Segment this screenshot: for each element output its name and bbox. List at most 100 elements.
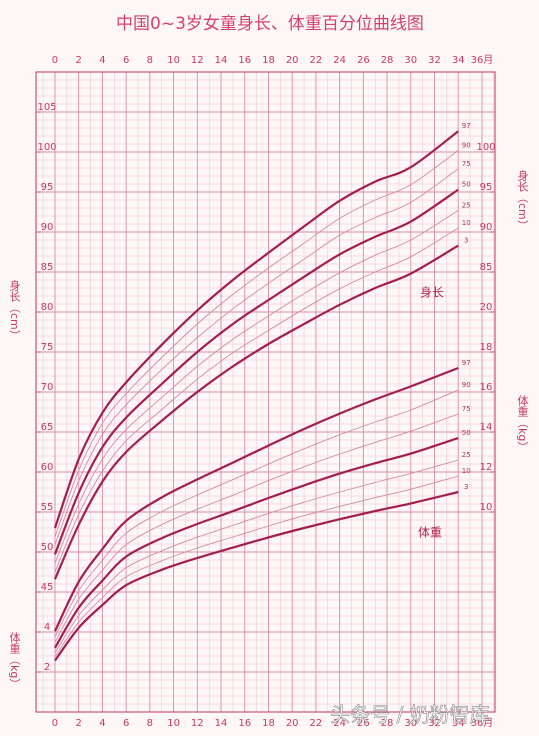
x-tick-label: 32: [428, 718, 441, 729]
y-tick-label: 4: [44, 622, 50, 633]
x-tick-label: 16: [238, 718, 251, 729]
legend-label: 50: [462, 181, 471, 189]
x-tick-label: 20: [286, 718, 299, 729]
legend-label: 97: [462, 122, 471, 130]
x-tick-label: 36月: [471, 717, 494, 729]
y-tick-label: 60: [41, 462, 54, 473]
x-tick-label: 34: [452, 55, 465, 66]
x-tick-label: 26: [357, 718, 370, 729]
x-tick-label: 30: [404, 55, 417, 66]
y-tick-label: 75: [41, 342, 54, 353]
watermark: 头条号 / 奶粉智库: [330, 703, 489, 727]
x-tick-label: 4: [99, 55, 105, 66]
x-tick-label: 12: [191, 55, 204, 66]
y-tick-label: 70: [41, 382, 54, 393]
y-tick-label: 105: [37, 102, 56, 113]
y-axis-title: 身长（cm）: [8, 279, 21, 341]
y-tick-label: 45: [41, 582, 54, 593]
percentile-curve: [54, 436, 459, 649]
y-tick-label: 95: [41, 182, 54, 193]
y-axis-title: 身长（cm）: [516, 169, 529, 231]
percentile-curve: [53, 366, 459, 632]
x-tick-label: 18: [262, 55, 275, 66]
y-tick-label: 85: [480, 262, 493, 273]
percentile-curve: [54, 475, 459, 658]
curve-label: 身长: [420, 285, 444, 300]
legend-label: 75: [462, 405, 471, 413]
x-tick-label: 6: [123, 718, 129, 729]
percentile-curve: [54, 413, 459, 643]
x-tick-label: 4: [99, 718, 105, 729]
x-tick-label: 22: [310, 718, 323, 729]
legend-label: 10: [462, 219, 471, 227]
percentile-curve: [54, 150, 459, 537]
x-tick-label: 24: [333, 718, 346, 729]
y-tick-label: 90: [480, 222, 493, 233]
y-tick-label: 16: [480, 382, 493, 393]
percentile-curve: [54, 168, 459, 545]
y-tick-label: 100: [37, 142, 56, 153]
grid: [36, 71, 495, 713]
y-tick-label: 14: [480, 422, 493, 433]
percentile-curve: [54, 210, 459, 564]
y-tick-label: 90: [41, 222, 54, 233]
x-tick-label: 6: [123, 55, 129, 66]
x-tick-label: 20: [286, 55, 299, 66]
x-tick-label: 14: [215, 55, 228, 66]
chart-title: 中国0~3岁女童身长、体重百分位曲线图: [116, 14, 424, 34]
x-tick-label: 2: [76, 55, 82, 66]
y-tick-label: 12: [480, 462, 493, 473]
legend-label: 3: [464, 237, 468, 245]
percentile-curve: [54, 227, 459, 573]
x-tick-label: 10: [167, 55, 180, 66]
y-tick-label: 2: [44, 662, 50, 673]
x-tick-label: 8: [147, 718, 153, 729]
x-tick-label: 8: [147, 55, 153, 66]
x-tick-label: 16: [238, 55, 251, 66]
x-tick-label: 28: [381, 718, 394, 729]
y-tick-label: 55: [41, 502, 54, 513]
percentile-curve: [54, 459, 459, 654]
y-tick-label: 95: [480, 182, 493, 193]
y-tick-label: 80: [41, 302, 54, 313]
legend-label: 10: [462, 467, 471, 475]
x-tick-label: 12: [191, 718, 204, 729]
x-tick-label: 2: [76, 718, 82, 729]
y-tick-label: 65: [41, 422, 54, 433]
curve-label: 体重: [418, 526, 442, 540]
x-tick-label: 0: [52, 718, 58, 729]
y-tick-label: 100: [476, 142, 495, 153]
percentile-curve: [54, 490, 459, 662]
x-tick-label: 18: [262, 718, 275, 729]
legend-label: 90: [462, 141, 471, 149]
percentile-curve: [54, 389, 459, 638]
x-tick-label: 36月: [471, 54, 494, 66]
y-axis-title: 体重（kg）: [8, 631, 21, 690]
percentile-curve: [53, 188, 459, 555]
y-tick-label: 85: [41, 262, 54, 273]
legend-label: 97: [462, 359, 471, 367]
legend-label: 50: [462, 429, 471, 437]
x-tick-label: 28: [381, 55, 394, 66]
legend-label: 25: [462, 451, 471, 459]
legend-label: 90: [462, 381, 471, 389]
x-tick-label: 30: [404, 718, 417, 729]
x-tick-label: 14: [215, 718, 228, 729]
y-tick-label: 10: [480, 502, 493, 513]
percentile-curve: [53, 130, 459, 529]
legend-label: 25: [462, 201, 471, 209]
x-tick-label: 0: [52, 55, 58, 66]
y-axis-title: 体重（kg）: [516, 394, 529, 453]
x-tick-label: 32: [428, 55, 441, 66]
y-tick-label: 20: [480, 302, 493, 313]
legend-label: 3: [464, 483, 468, 491]
legend-label: 75: [462, 160, 471, 168]
y-tick-label: 18: [480, 342, 493, 353]
y-tick-label: 50: [41, 542, 54, 553]
x-tick-label: 26: [357, 55, 370, 66]
x-tick-label: 22: [310, 55, 323, 66]
x-tick-label: 10: [167, 718, 180, 729]
x-tick-label: 34: [452, 718, 465, 729]
x-tick-label: 24: [333, 55, 346, 66]
